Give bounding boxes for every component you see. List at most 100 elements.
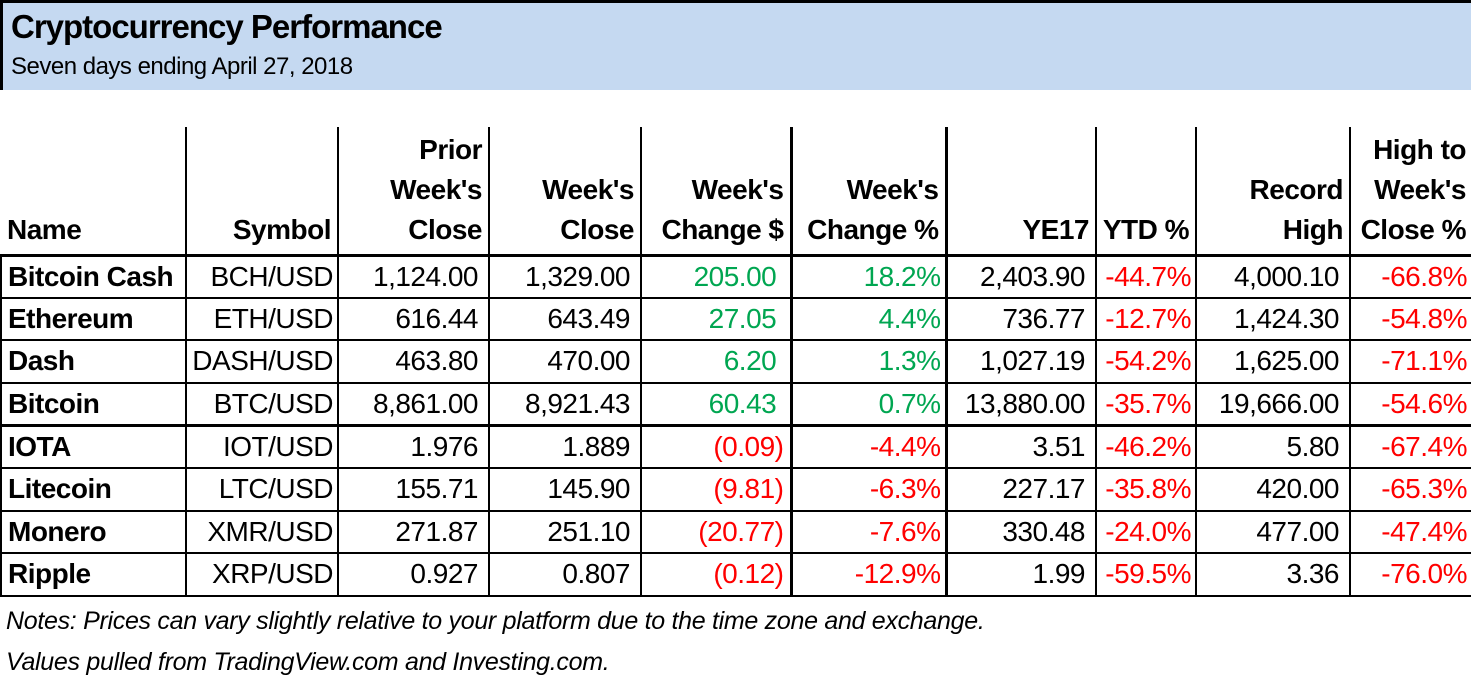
footnote-sources: Values pulled from TradingView.com and I…: [6, 648, 610, 676]
cell-prior-close: 1.976: [337, 424, 490, 469]
table-row-ripple: Ripple XRP/USD 0.927 0.807 (0.12) -12.9%…: [0, 552, 1471, 597]
cell-high-to-close: -47.4%: [1349, 509, 1471, 555]
cell-high-to-close: -54.8%: [1349, 296, 1471, 342]
cell-week-change-percent: 18.2%: [790, 254, 948, 299]
cell-week-close: 643.49: [488, 296, 642, 342]
cell-ytd-percent: -54.2%: [1095, 339, 1197, 384]
cell-high-to-close: -54.6%: [1349, 381, 1471, 427]
cell-ytd-percent: -12.7%: [1095, 296, 1197, 342]
cell-name: Bitcoin: [0, 381, 187, 427]
cell-symbol: DASH/USD: [185, 339, 339, 384]
cell-week-change-percent: 4.4%: [790, 296, 948, 342]
cell-high-to-close: -65.3%: [1349, 466, 1471, 512]
page-subtitle: Seven days ending April 27, 2018: [11, 53, 353, 80]
cell-name: Bitcoin Cash: [0, 254, 187, 299]
cell-prior-close: 1,124.00: [337, 254, 490, 299]
cell-symbol: IOT/USD: [185, 424, 339, 469]
cell-week-change-dollar: (9.81): [640, 466, 793, 512]
cell-week-close: 470.00: [488, 339, 642, 384]
cell-record-high: 420.00: [1195, 466, 1351, 512]
cell-high-to-close: -71.1%: [1349, 339, 1471, 384]
cell-week-close: 251.10: [488, 509, 642, 555]
col-header-high-to-close: High to Week's Close %: [1350, 127, 1471, 257]
cell-week-change-dollar: 6.20: [640, 339, 793, 384]
cell-name: Dash: [0, 339, 187, 384]
cell-symbol: BCH/USD: [185, 254, 339, 299]
col-header-week-close: Week's Close: [489, 127, 642, 257]
cell-prior-close: 155.71: [337, 466, 490, 512]
col-header-record-high: Record High: [1196, 127, 1351, 257]
cell-ye17: 736.77: [945, 296, 1097, 342]
cell-week-change-dollar: (20.77): [640, 509, 793, 555]
cell-ye17: 3.51: [945, 424, 1097, 469]
cell-week-change-percent: -7.6%: [790, 509, 948, 555]
cell-ye17: 1.99: [945, 552, 1097, 597]
table-row-litecoin: Litecoin LTC/USD 155.71 145.90 (9.81) -6…: [0, 466, 1471, 512]
cell-prior-close: 616.44: [337, 296, 490, 342]
cell-symbol: BTC/USD: [185, 381, 339, 427]
col-header-week-change-dollar: Week's Change $: [641, 127, 793, 257]
page-title: Cryptocurrency Performance: [11, 8, 443, 45]
cell-ytd-percent: -46.2%: [1095, 424, 1197, 469]
cell-symbol: XRP/USD: [185, 552, 339, 597]
cell-name: IOTA: [0, 424, 187, 469]
cell-ye17: 330.48: [945, 509, 1097, 555]
footnotes: Notes: Prices can vary slightly relative…: [6, 601, 985, 683]
cell-record-high: 477.00: [1195, 509, 1351, 555]
cell-record-high: 4,000.10: [1195, 254, 1351, 299]
cell-week-change-percent: 0.7%: [790, 381, 948, 427]
cell-prior-close: 0.927: [337, 552, 490, 597]
cell-name: Ripple: [0, 552, 187, 597]
cell-ye17: 13,880.00: [945, 381, 1097, 427]
crypto-performance-table: Name Symbol Prior Week's Close Week's Cl…: [0, 127, 1471, 597]
cell-high-to-close: -67.4%: [1349, 424, 1471, 469]
cell-ye17: 1,027.19: [945, 339, 1097, 384]
cell-high-to-close: -76.0%: [1349, 552, 1471, 597]
title-banner: Cryptocurrency Performance Seven days en…: [0, 0, 1471, 90]
cell-ytd-percent: -35.7%: [1095, 381, 1197, 427]
cell-week-change-percent: -4.4%: [790, 424, 948, 469]
cell-name: Monero: [0, 509, 187, 555]
cell-ye17: 2,403.90: [945, 254, 1097, 299]
cell-week-close: 0.807: [488, 552, 642, 597]
cell-week-change-percent: -6.3%: [790, 466, 948, 512]
cell-week-change-dollar: 205.00: [640, 254, 793, 299]
cell-week-change-dollar: (0.09): [640, 424, 793, 469]
cell-record-high: 3.36: [1195, 552, 1351, 597]
cell-record-high: 1,625.00: [1195, 339, 1351, 384]
table-row-bitcoin-cash: Bitcoin Cash BCH/USD 1,124.00 1,329.00 2…: [0, 254, 1471, 299]
cell-week-change-percent: 1.3%: [790, 339, 948, 384]
col-header-prior-close: Prior Week's Close: [338, 127, 490, 257]
cell-ytd-percent: -35.8%: [1095, 466, 1197, 512]
cell-week-close: 1.889: [488, 424, 642, 469]
cell-week-change-dollar: (0.12): [640, 552, 793, 597]
cell-week-close: 8,921.43: [488, 381, 642, 427]
cell-ytd-percent: -44.7%: [1095, 254, 1197, 299]
col-header-ye17: YE17: [946, 127, 1097, 257]
table-row-monero: Monero XMR/USD 271.87 251.10 (20.77) -7.…: [0, 509, 1471, 555]
footnote-platform: Notes: Prices can vary slightly relative…: [6, 607, 985, 635]
cell-prior-close: 271.87: [337, 509, 490, 555]
cell-symbol: ETH/USD: [185, 296, 339, 342]
col-header-ytd-percent: YTD %: [1096, 127, 1197, 257]
col-header-symbol: Symbol: [186, 127, 339, 257]
col-header-week-change-percent: Week's Change %: [791, 127, 948, 257]
cell-ye17: 227.17: [945, 466, 1097, 512]
cell-symbol: LTC/USD: [185, 466, 339, 512]
cell-week-close: 1,329.00: [488, 254, 642, 299]
table-row-iota: IOTA IOT/USD 1.976 1.889 (0.09) -4.4% 3.…: [0, 424, 1471, 469]
cell-name: Ethereum: [0, 296, 187, 342]
cell-name: Litecoin: [0, 466, 187, 512]
cell-prior-close: 463.80: [337, 339, 490, 384]
cell-week-change-dollar: 27.05: [640, 296, 793, 342]
cell-week-change-percent: -12.9%: [790, 552, 948, 597]
cell-high-to-close: -66.8%: [1349, 254, 1471, 299]
table-row-ethereum: Ethereum ETH/USD 616.44 643.49 27.05 4.4…: [0, 296, 1471, 342]
cell-ytd-percent: -59.5%: [1095, 552, 1197, 597]
cell-symbol: XMR/USD: [185, 509, 339, 555]
cell-ytd-percent: -24.0%: [1095, 509, 1197, 555]
cell-record-high: 5.80: [1195, 424, 1351, 469]
table-row-dash: Dash DASH/USD 463.80 470.00 6.20 1.3% 1,…: [0, 339, 1471, 384]
cell-prior-close: 8,861.00: [337, 381, 490, 427]
table-row-bitcoin: Bitcoin BTC/USD 8,861.00 8,921.43 60.43 …: [0, 381, 1471, 427]
